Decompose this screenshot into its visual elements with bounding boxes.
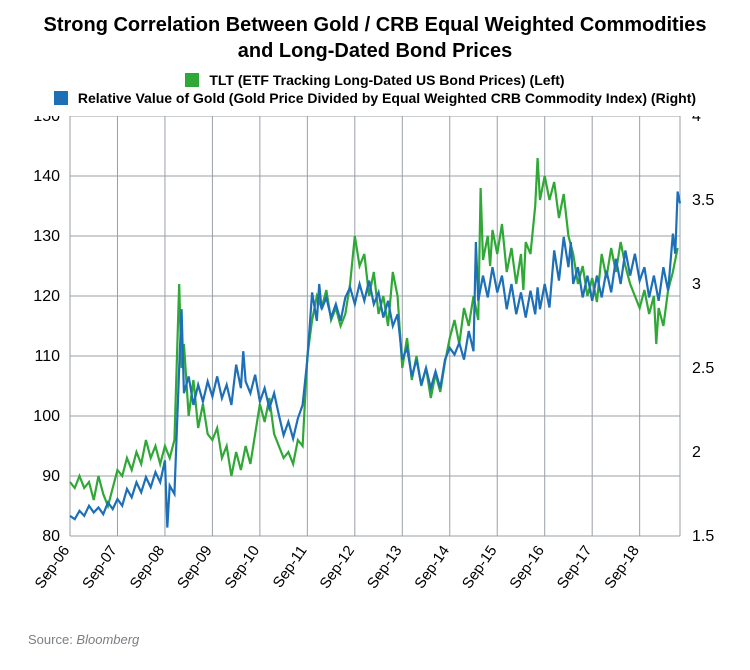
legend-swatch-tlt <box>185 73 199 87</box>
svg-text:3.5: 3.5 <box>692 192 714 209</box>
svg-text:Sep-12: Sep-12 <box>316 543 358 592</box>
svg-text:Sep-14: Sep-14 <box>411 543 453 592</box>
svg-text:110: 110 <box>34 348 60 365</box>
series-GoldRel <box>70 192 680 528</box>
svg-text:Sep-13: Sep-13 <box>364 543 406 592</box>
chart-area: 80 90 100 110 120 130 140 150 1.5 2 2.5 3 3.5 4 Sep-06… <box>0 116 750 626</box>
svg-text:80: 80 <box>42 528 60 545</box>
svg-text:Sep-16: Sep-16 <box>506 543 548 592</box>
svg-text:Sep-07: Sep-07 <box>79 543 121 592</box>
legend-label-tlt: TLT (ETF Tracking Long-Dated US Bond Pri… <box>209 72 564 88</box>
svg-text:Sep-18: Sep-18 <box>601 543 643 592</box>
legend-label-gold: Relative Value of Gold (Gold Price Divid… <box>78 90 696 106</box>
legend-item-tlt: TLT (ETF Tracking Long-Dated US Bond Pri… <box>0 72 750 88</box>
line-chart-svg: 80 90 100 110 120 130 140 150 1.5 2 2.5 3 3.5 4 Sep-06… <box>0 116 750 626</box>
svg-text:130: 130 <box>33 228 60 245</box>
svg-text:120: 120 <box>33 288 60 305</box>
svg-text:2.5: 2.5 <box>692 360 714 377</box>
chart-title: Strong Correlation Between Gold / CRB Eq… <box>0 0 750 68</box>
svg-text:2: 2 <box>692 444 701 461</box>
series-TLT <box>70 158 678 506</box>
source-value: Bloomberg <box>76 632 139 647</box>
svg-text:Sep-06: Sep-06 <box>32 543 74 592</box>
svg-text:Sep-11: Sep-11 <box>270 543 311 591</box>
svg-text:100: 100 <box>33 408 60 425</box>
svg-text:4: 4 <box>692 116 701 125</box>
svg-text:3: 3 <box>692 276 701 293</box>
svg-text:Sep-10: Sep-10 <box>221 543 263 592</box>
svg-text:Sep-08: Sep-08 <box>127 543 169 592</box>
legend-swatch-gold <box>54 91 68 105</box>
svg-text:Sep-09: Sep-09 <box>174 543 216 592</box>
legend-item-gold: Relative Value of Gold (Gold Price Divid… <box>0 90 750 106</box>
chart-legend: TLT (ETF Tracking Long-Dated US Bond Pri… <box>0 68 750 116</box>
svg-text:140: 140 <box>33 168 60 185</box>
svg-text:150: 150 <box>33 116 60 125</box>
svg-text:1.5: 1.5 <box>692 528 714 545</box>
svg-text:Sep-15: Sep-15 <box>459 543 501 592</box>
chart-source: Source: Bloomberg <box>28 632 750 647</box>
svg-text:Sep-17: Sep-17 <box>554 543 596 592</box>
svg-text:90: 90 <box>42 468 60 485</box>
source-label: Source: <box>28 632 76 647</box>
